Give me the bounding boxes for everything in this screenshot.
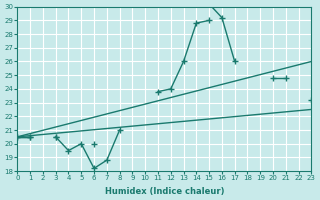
X-axis label: Humidex (Indice chaleur): Humidex (Indice chaleur) bbox=[105, 187, 224, 196]
